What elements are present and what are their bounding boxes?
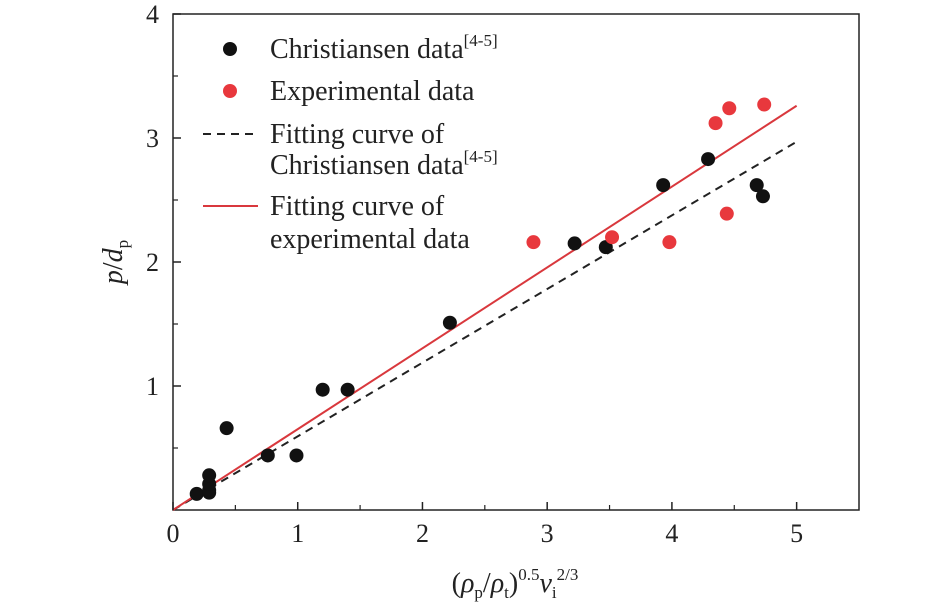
christiansen-point-0 xyxy=(189,486,204,501)
x-tick-label-1: 1 xyxy=(291,519,304,548)
y-tick-label-1: 1 xyxy=(146,372,159,401)
x-tick-label-0: 0 xyxy=(167,519,180,548)
christiansen-point-16 xyxy=(755,189,770,204)
christiansen-point-6 xyxy=(260,448,275,463)
christiansen-point-11 xyxy=(567,236,582,251)
christiansen-point-7 xyxy=(289,448,304,463)
legend: Christiansen data[4-5] Experimental data… xyxy=(203,31,498,255)
legend-marker-christiansen-data xyxy=(223,42,237,56)
x-tick-label-2: 2 xyxy=(416,519,429,548)
experimental-point-3 xyxy=(708,116,723,131)
legend-marker-experimental-data xyxy=(223,84,237,98)
christiansen-point-8 xyxy=(315,382,330,397)
legend-label-experimental-fit-line2: experimental data xyxy=(270,224,470,255)
christiansen-fit-line xyxy=(172,140,798,511)
legend-label-christiansen-fit-line2: Christiansen data[4-5] xyxy=(270,147,498,181)
x-axis-title: (ρp/ρt)0.5vi2/3 xyxy=(452,565,579,602)
chart-marks xyxy=(172,97,798,511)
christiansen-point-9 xyxy=(340,382,355,397)
y-tick-label-3: 3 xyxy=(146,124,159,153)
x-tick-label-4: 4 xyxy=(665,519,678,548)
experimental-fit-line xyxy=(172,104,798,511)
experimental-point-5 xyxy=(722,101,737,116)
legend-label-experimental-data: Experimental data xyxy=(270,76,475,107)
christiansen-point-5 xyxy=(219,421,234,436)
legend-label-christiansen-data: Christiansen data[4-5] xyxy=(270,31,498,65)
x-tick-label-5: 5 xyxy=(790,519,803,548)
y-tick-label-4: 4 xyxy=(146,0,159,29)
experimental-point-1 xyxy=(605,230,620,245)
christiansen-point-4 xyxy=(202,468,217,483)
legend-label-experimental-fit-line1: Fitting curve of xyxy=(270,191,445,222)
experimental-point-6 xyxy=(757,97,772,112)
y-axis-title: p/dp xyxy=(98,240,132,286)
x-tick-label-3: 3 xyxy=(541,519,554,548)
legend-label-christiansen-fit-line1: Fitting curve of xyxy=(270,119,445,150)
christiansen-point-10 xyxy=(442,315,457,330)
axis-ticks: 0 1 2 3 4 5 1 2 3 4 xyxy=(146,0,803,548)
experimental-point-4 xyxy=(719,206,734,221)
christiansen-point-15 xyxy=(749,178,764,193)
christiansen-point-14 xyxy=(701,152,716,167)
experimental-point-2 xyxy=(662,235,677,250)
christiansen-point-13 xyxy=(656,178,671,193)
y-tick-label-2: 2 xyxy=(146,248,159,277)
experimental-point-0 xyxy=(526,235,541,250)
